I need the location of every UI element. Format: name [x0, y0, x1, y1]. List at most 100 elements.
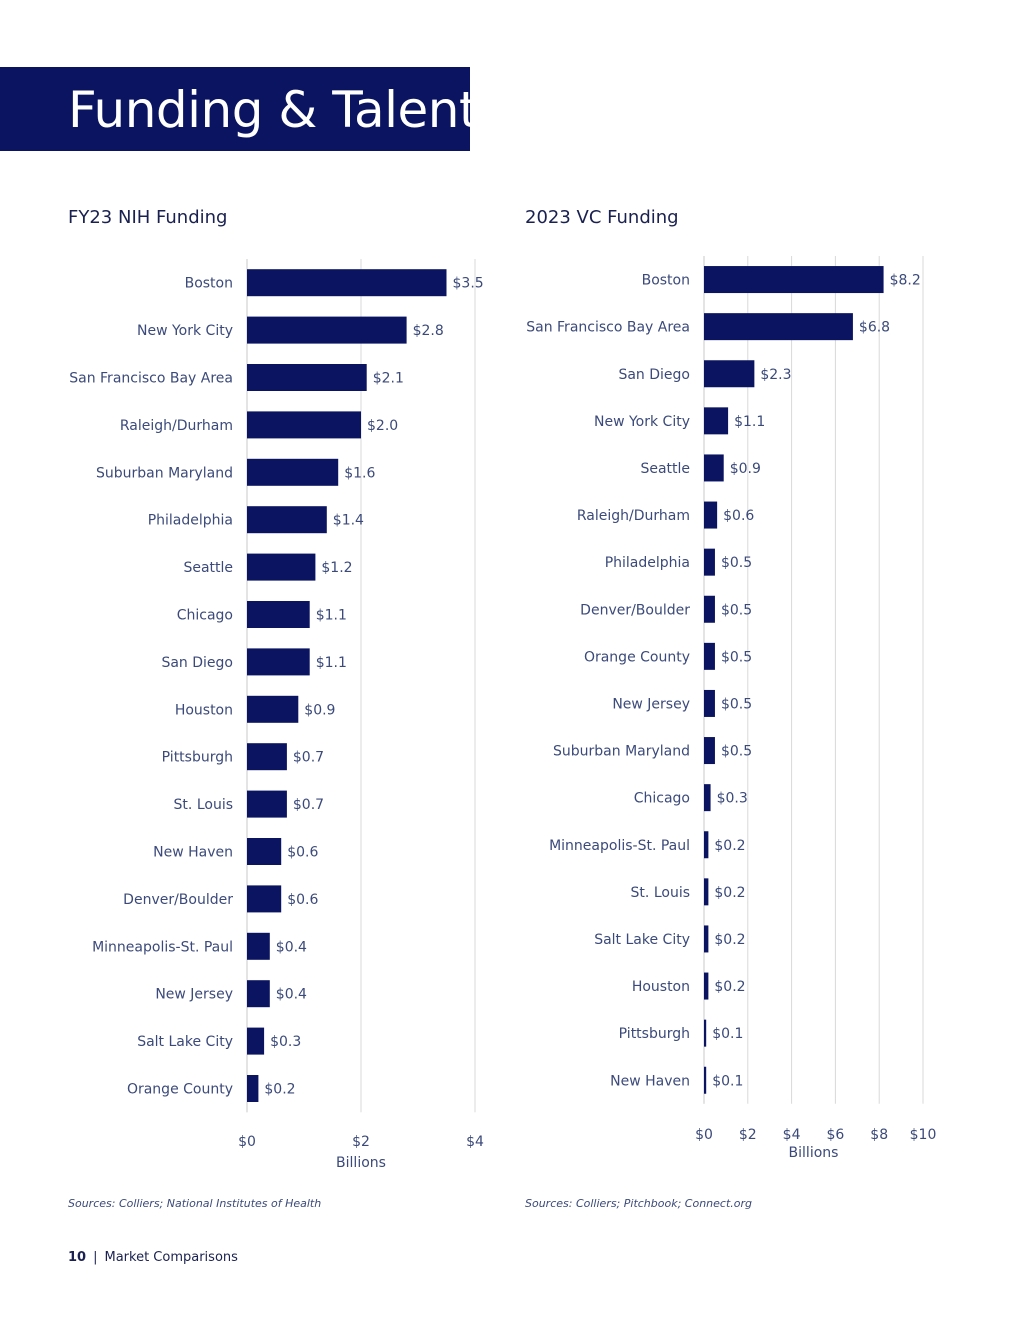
nih-bar [247, 648, 310, 676]
nih-source-note: Sources: Colliers; National Institutes o… [68, 1197, 322, 1210]
nih-data-label: $1.4 [333, 513, 364, 529]
nih-chart-title: FY23 NIH Funding [68, 207, 228, 228]
vc-category-label: Suburban Maryland [553, 744, 690, 760]
vc-funding-chart: Boston $8.2 San Francisco Bay Area $6.8 San … [526, 256, 937, 1161]
nih-bar [247, 601, 310, 628]
nih-bar [247, 458, 339, 486]
vc-bar [704, 595, 715, 623]
nih-data-label: $3.5 [453, 276, 484, 292]
nih-bar [247, 980, 270, 1008]
nih-category-label: Chicago [177, 608, 233, 624]
vc-category-label: Seattle [640, 461, 690, 477]
vc-data-label: $0.1 [712, 1026, 743, 1042]
vc-data-label: $0.5 [721, 555, 752, 571]
vc-tick-label: $8 [870, 1127, 888, 1143]
nih-category-label: San Diego [161, 655, 233, 671]
nih-data-label: $0.6 [287, 845, 318, 861]
nih-bar [247, 838, 282, 865]
vc-category-label: Chicago [634, 791, 690, 807]
nih-category-label: New York City [137, 323, 233, 339]
nih-data-label: $0.4 [276, 939, 307, 955]
nih-data-label: $0.7 [293, 750, 324, 766]
nih-data-label: $0.4 [276, 987, 307, 1003]
vc-data-label: $8.2 [890, 273, 921, 289]
vc-data-label: $1.1 [734, 414, 765, 430]
vc-x-axis-title: Billions [789, 1145, 839, 1161]
vc-category-label: Minneapolis-St. Paul [549, 838, 690, 854]
vc-bar [704, 972, 709, 1000]
vc-source-note: Sources: Colliers; Pitchbook; Connect.or… [525, 1197, 753, 1210]
vc-category-label: Houston [632, 979, 690, 995]
vc-category-label: Orange County [584, 649, 690, 665]
nih-bar [247, 553, 316, 581]
nih-category-label: Pittsburgh [162, 750, 233, 766]
nih-category-label: San Francisco Bay Area [69, 371, 233, 387]
vc-bar [704, 689, 715, 717]
vc-data-label: $0.2 [714, 979, 745, 995]
vc-category-label: Pittsburgh [619, 1026, 690, 1042]
nih-bar [247, 743, 287, 771]
vc-data-label: $0.2 [714, 838, 745, 854]
vc-category-label: New York City [594, 414, 690, 430]
vc-data-label: $0.6 [723, 508, 754, 524]
nih-data-label: $2.0 [367, 418, 398, 434]
vc-category-label: Denver/Boulder [580, 602, 690, 618]
vc-data-label: $0.5 [721, 602, 752, 618]
nih-category-label: St. Louis [174, 797, 233, 813]
nih-category-label: Minneapolis-St. Paul [92, 939, 233, 955]
nih-category-label: Suburban Maryland [96, 465, 233, 481]
page-number: 10 [68, 1250, 87, 1265]
vc-data-label: $0.5 [721, 649, 752, 665]
nih-bar [247, 1027, 265, 1055]
vc-tick-label: $0 [695, 1127, 713, 1143]
vc-bar [704, 360, 755, 388]
vc-data-label: $0.5 [721, 696, 752, 712]
vc-category-label: Salt Lake City [594, 932, 690, 948]
vc-tick-label: $6 [826, 1127, 844, 1143]
vc-category-label: Boston [642, 273, 690, 289]
nih-tick-label: $4 [466, 1134, 484, 1150]
nih-data-label: $1.1 [316, 655, 347, 671]
nih-bar [247, 1075, 259, 1102]
nih-data-label: $1.2 [321, 560, 352, 576]
nih-tick-label: $0 [238, 1134, 256, 1150]
vc-bar [704, 784, 711, 812]
vc-category-label: San Francisco Bay Area [526, 320, 690, 336]
vc-category-label: Raleigh/Durham [577, 508, 690, 524]
vc-tick-label: $2 [739, 1127, 757, 1143]
vc-chart-title: 2023 VC Funding [525, 207, 679, 228]
nih-category-label: Philadelphia [148, 513, 233, 529]
vc-bar [704, 642, 715, 670]
vc-bar [704, 407, 729, 435]
page-title: Funding & Talent [68, 81, 479, 139]
vc-data-label: $0.1 [712, 1073, 743, 1089]
nih-bar [247, 790, 287, 818]
vc-data-label: $0.5 [721, 744, 752, 760]
vc-category-label: St. Louis [631, 885, 690, 901]
vc-data-label: $0.2 [714, 885, 745, 901]
nih-x-axis-title: Billions [336, 1155, 386, 1171]
nih-category-label: Denver/Boulder [123, 892, 233, 908]
nih-bar [247, 932, 270, 960]
vc-data-label: $0.3 [717, 791, 748, 807]
nih-bar [247, 411, 361, 439]
vc-data-label: $0.2 [714, 932, 745, 948]
vc-data-label: $2.3 [760, 367, 791, 383]
vc-bar [704, 1019, 707, 1047]
nih-category-label: Seattle [183, 560, 233, 576]
nih-tick-label: $2 [352, 1134, 370, 1150]
footer-separator: | [93, 1250, 98, 1265]
nih-category-label: Salt Lake City [137, 1034, 233, 1050]
section-name: Market Comparisons [104, 1250, 238, 1265]
vc-data-label: $6.8 [859, 320, 890, 336]
nih-category-label: New Jersey [155, 987, 233, 1003]
vc-bar [704, 548, 715, 576]
nih-data-label: $1.6 [344, 465, 375, 481]
vc-category-label: Philadelphia [605, 555, 690, 571]
nih-data-label: $2.1 [373, 371, 404, 387]
nih-bar [247, 506, 327, 534]
nih-funding-chart: Boston $3.5 New York City $2.8 San Francisco… [69, 259, 484, 1171]
page-footer: 10 | Market Comparisons [68, 1250, 238, 1265]
vc-category-label: San Diego [618, 367, 690, 383]
vc-tick-label: $10 [910, 1127, 937, 1143]
